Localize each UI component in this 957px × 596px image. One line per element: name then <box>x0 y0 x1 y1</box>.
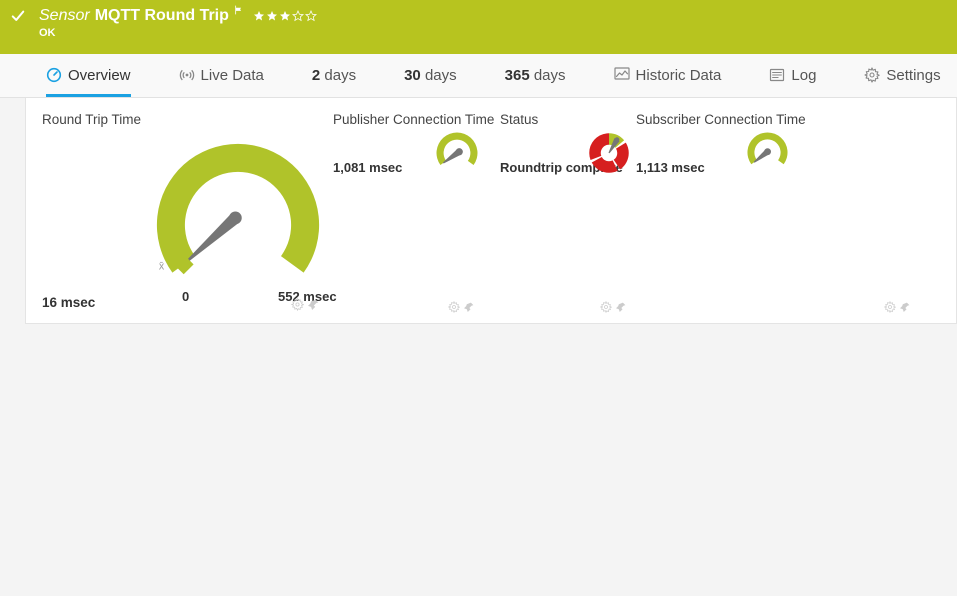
svg-text:x̄: x̄ <box>159 260 165 272</box>
